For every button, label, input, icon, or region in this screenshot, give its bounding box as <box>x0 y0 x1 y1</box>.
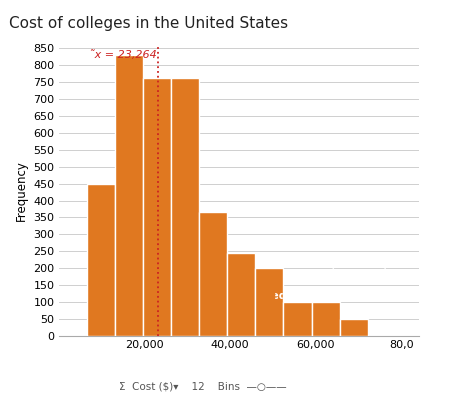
Bar <box>171 79 199 336</box>
Bar <box>143 79 171 336</box>
Text: Interval:  73,072 - 79,212: Interval: 73,072 - 79,212 <box>260 259 410 269</box>
Bar <box>227 253 255 336</box>
Bar <box>311 302 340 336</box>
Bar <box>86 183 115 336</box>
Bar <box>260 291 274 309</box>
Bar <box>340 319 368 336</box>
Y-axis label: Frequency: Frequency <box>15 160 27 221</box>
Bar <box>284 302 311 336</box>
Bar <box>115 55 143 336</box>
Text: Frequency:  1: Frequency: 1 <box>260 291 340 301</box>
Text: ˜x = 23,264: ˜x = 23,264 <box>89 50 157 60</box>
Text: Σ  Cost ($)▾    12    Bins  —○——: Σ Cost ($)▾ 12 Bins —○—— <box>119 381 286 391</box>
Text: Cost of colleges in the United States: Cost of colleges in the United States <box>9 16 288 31</box>
Bar <box>255 269 284 336</box>
Bar <box>199 212 227 336</box>
